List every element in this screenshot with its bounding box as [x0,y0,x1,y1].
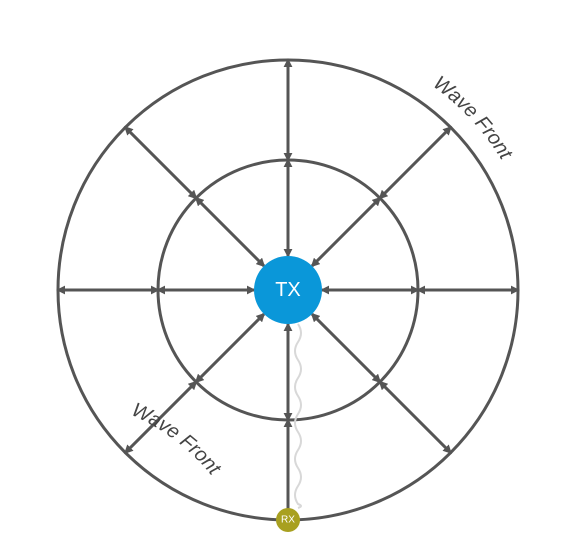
propagation-arrow-inner [196,198,264,266]
signal-wave [295,324,301,508]
propagation-arrow-inner [312,314,380,382]
propagation-arrow-outer [380,127,451,198]
tx-label: TX [275,279,301,301]
propagation-arrow-outer [125,127,196,198]
propagation-arrow-outer [380,382,451,453]
propagation-arrow-inner [196,314,264,382]
propagation-arrow-inner [312,198,380,266]
rx-label: RX [281,515,295,526]
